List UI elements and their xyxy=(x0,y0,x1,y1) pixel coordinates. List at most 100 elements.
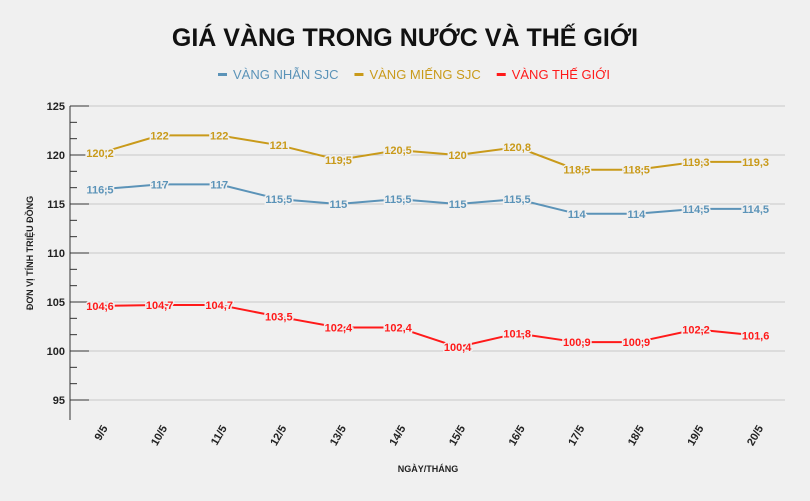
y-tick-label: 110 xyxy=(47,248,65,260)
data-label: 114 xyxy=(628,209,647,221)
data-label: 120,2 xyxy=(86,148,114,160)
data-label: 102,4 xyxy=(384,322,412,334)
data-label: 120,8 xyxy=(503,142,531,154)
data-point xyxy=(754,160,758,164)
data-label: 121 xyxy=(270,140,288,152)
x-tick-label: 12/5 xyxy=(268,424,289,449)
x-tick-label: 18/5 xyxy=(626,424,647,449)
data-point xyxy=(217,133,221,137)
data-point xyxy=(575,212,579,216)
data-label: 100,4 xyxy=(444,342,472,354)
x-tick-label: 9/5 xyxy=(93,424,111,443)
data-label: 117 xyxy=(151,179,169,191)
grid xyxy=(70,105,785,401)
data-point xyxy=(456,202,460,206)
data-point xyxy=(575,168,579,172)
data-point xyxy=(754,333,758,337)
data-label: 104,7 xyxy=(205,300,233,312)
series-group: 116,5 117 117 115,5 115 115,5 115 115,5 114 114 11… xyxy=(85,129,771,356)
x-tick-label: 11/5 xyxy=(209,424,230,448)
data-label: 118,5 xyxy=(563,165,590,177)
series-line xyxy=(99,303,756,349)
data-label: 122 xyxy=(150,130,168,142)
data-point xyxy=(456,345,460,349)
data-label: 100,9 xyxy=(623,337,651,349)
data-point xyxy=(754,207,758,211)
y-tick-label: 125 xyxy=(47,101,65,113)
data-point xyxy=(396,325,400,329)
y-tick-label: 95 xyxy=(53,395,65,407)
data-point xyxy=(158,303,162,307)
y-tick-label: 120 xyxy=(47,150,65,162)
x-axis-label: NGÀY/THÁNG xyxy=(398,464,459,474)
data-label: 104,7 xyxy=(146,300,174,312)
data-point xyxy=(515,145,519,149)
data-label: 119,3 xyxy=(742,157,769,169)
data-point xyxy=(694,160,698,164)
series-vàng-nhẫn-sjc: 116,5 117 117 115,5 115 115,5 115 115,5 114 114 11… xyxy=(85,178,771,222)
data-point xyxy=(277,197,281,201)
data-label: 118,5 xyxy=(623,165,650,177)
data-label: 115,5 xyxy=(385,194,412,206)
data-point xyxy=(634,340,638,344)
series-line xyxy=(99,134,756,171)
x-tick-label: 16/5 xyxy=(507,424,528,449)
data-label: 120 xyxy=(448,150,466,162)
legend-label: VÀNG THẾ GIỚI xyxy=(512,67,610,82)
data-point xyxy=(456,153,460,157)
series-line xyxy=(99,183,756,215)
data-point xyxy=(694,327,698,331)
data-point xyxy=(634,168,638,172)
legend-label: VÀNG MIẾNG SJC xyxy=(369,67,480,82)
data-label: 114,5 xyxy=(683,204,710,216)
series-vàng-miếng-sjc: 120,2 122 122 121 119,5 120,5 120 120,8 118,5 118… xyxy=(85,129,771,178)
x-tick-label: 17/5 xyxy=(566,424,587,449)
data-label: 119,3 xyxy=(683,157,710,169)
data-label: 120,5 xyxy=(384,145,412,157)
legend-swatch xyxy=(354,73,364,76)
data-label: 102,2 xyxy=(682,324,710,336)
data-label: 103,5 xyxy=(265,312,293,324)
data-label: 114 xyxy=(568,209,587,221)
data-label: 115 xyxy=(330,199,348,211)
data-point xyxy=(98,151,102,155)
x-tick-label: 10/5 xyxy=(149,424,170,449)
y-axis: 95 100 105 110 115 120 125 xyxy=(47,101,89,420)
data-label: 122 xyxy=(210,130,228,142)
x-tick-label: 19/5 xyxy=(685,424,706,449)
data-point xyxy=(277,143,281,147)
data-point xyxy=(217,303,221,307)
data-point xyxy=(575,340,579,344)
x-tick-label: 13/5 xyxy=(328,424,349,449)
x-tick-label: 14/5 xyxy=(387,424,408,449)
data-point xyxy=(336,202,340,206)
legend-label: VÀNG NHẪN SJC xyxy=(233,67,338,82)
data-label: 102,4 xyxy=(325,322,353,334)
data-point xyxy=(634,212,638,216)
data-label: 115,5 xyxy=(265,194,292,206)
legend-swatch xyxy=(218,73,227,76)
data-label: 115,5 xyxy=(504,194,531,206)
data-label: 104,6 xyxy=(86,301,114,313)
data-label: 114,5 xyxy=(742,204,769,216)
data-label: 117 xyxy=(210,179,228,191)
y-tick-label: 105 xyxy=(47,297,65,309)
x-tick-label: 15/5 xyxy=(447,424,468,449)
data-label: 119,5 xyxy=(325,155,352,167)
data-point xyxy=(277,315,281,319)
y-tick-label: 100 xyxy=(47,346,65,358)
y-axis-label: ĐƠN VỊ TÍNH TRIỆU ĐỒNG xyxy=(24,196,35,310)
chart-title: GIÁ VÀNG TRONG NƯỚC VÀ THẾ GIỚI xyxy=(172,22,638,52)
x-axis: 9/5 10/5 11/5 12/5 13/5 14/5 15/5 16/5 17/5 18/5 1… xyxy=(93,424,767,449)
data-point xyxy=(217,182,221,186)
data-point xyxy=(336,158,340,162)
x-tick-label: 20/5 xyxy=(745,424,766,449)
y-tick-label: 115 xyxy=(47,199,65,211)
series-vàng-thế-giới: 104,6 104,7 104,7 103,5 102,4 102,4 100,4 101,8… xyxy=(85,298,771,355)
data-point xyxy=(396,148,400,152)
data-point xyxy=(158,182,162,186)
data-point xyxy=(158,133,162,137)
data-point xyxy=(98,187,102,191)
data-label: 101,6 xyxy=(742,330,770,342)
data-point xyxy=(515,197,519,201)
